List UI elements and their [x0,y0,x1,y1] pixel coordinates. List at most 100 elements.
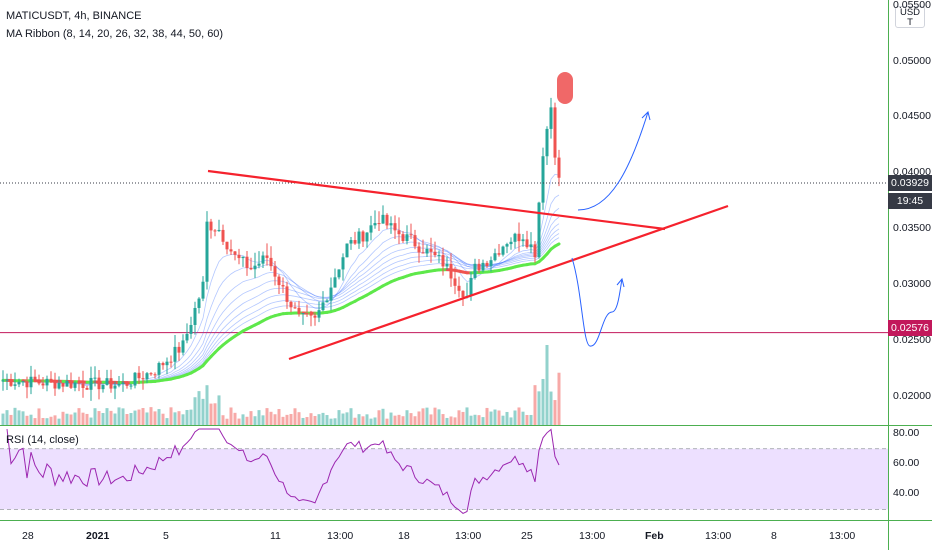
candle-body [538,203,541,258]
volume-bar [230,407,233,425]
candles [2,98,561,401]
candle-body [406,234,409,241]
volume-bar [258,410,261,425]
volume-bar [134,411,137,425]
volume-bar [238,419,241,425]
volume-bar [486,408,489,425]
candle-body [542,156,545,202]
candle-body [46,379,49,386]
time-axis-label: 8 [771,530,777,542]
rsi-axis-label: 40.00 [893,487,919,499]
volume-bar [514,410,517,425]
volume-bar [274,414,277,425]
volume-bar [474,415,477,425]
candle-body [122,382,125,384]
candle-body [334,277,337,287]
candle-body [378,223,381,224]
candle-body [278,277,281,285]
candle-body [402,234,405,241]
candle-body [98,378,101,390]
candle-body [442,255,445,266]
candle-body [114,386,117,389]
candle-body [58,383,61,389]
rsi-legend[interactable]: RSI (14, close) [6,434,79,446]
volume-bar [346,412,349,425]
volume-bar [118,407,121,425]
volume-bar [82,413,85,425]
candle-body [534,244,537,257]
candle-body [518,234,521,241]
volume-bar [194,397,197,425]
volume-bar [370,419,373,425]
candle-body [270,258,273,266]
price-axis-label: 0.05500 [893,0,931,11]
candle-body [222,230,225,242]
rsi-axis-label: 60.00 [893,457,919,469]
volume-bar [226,419,229,425]
volume-bar [262,415,265,425]
candle-body [226,242,229,250]
time-axis-label: 5 [163,530,169,542]
volume-bar [422,408,425,425]
candle-body [74,383,77,388]
rsi-band [0,449,888,510]
volume-bar [358,414,361,425]
volume-bar [342,414,345,425]
candle-body [26,381,29,387]
volume-bar [166,418,169,425]
volume-bar [522,412,525,425]
volume-bar [210,404,213,425]
volume-bar [542,379,545,425]
candle-body [502,247,505,255]
candle-body [218,230,221,231]
candle-body [30,377,33,388]
volume-bar [314,416,317,425]
candle-body [126,382,129,385]
candle-body [66,381,69,387]
candle-body [250,268,253,269]
ascending-trendline [289,206,728,359]
candle-body [266,255,269,257]
candle-body [522,239,525,241]
candle-body [306,313,309,314]
volume-bar [338,410,341,425]
volume-bar [294,408,297,425]
volume-bar [466,407,469,425]
candle-body [246,257,249,268]
volume-bar [302,418,305,425]
price-axis-label: 0.05000 [893,55,931,67]
candle-body [138,373,141,378]
candle-body [318,310,321,318]
candle-body [186,334,189,341]
volume-bar [482,417,485,425]
volume-bar [50,417,53,425]
candle-body [290,302,293,307]
candle-body [34,377,37,381]
volume-bar [122,408,125,425]
volume-bar [478,415,481,425]
volume-bar [206,385,209,425]
time-axis-label: Feb [645,530,664,542]
volume-bar [218,395,221,425]
volume-bar [290,414,293,425]
candle-body [398,230,401,234]
candle-body [474,264,477,278]
ma-ribbon-legend[interactable]: MA Ribbon (8, 14, 20, 26, 32, 38, 44, 50… [6,28,223,40]
volume-bar [162,414,165,425]
volume-bar [430,414,433,425]
volume-bar [250,411,253,425]
volume-bar [526,415,529,425]
candle-body [478,264,481,271]
volume-bar [74,413,77,425]
candle-body [206,222,209,282]
volume-bar [222,415,225,425]
time-axis-label: 25 [521,530,533,542]
price-axis-label: 0.02000 [893,390,931,402]
candle-body [150,373,153,374]
candle-body [302,313,305,314]
volume-bar [34,418,37,425]
candle-body [438,255,441,256]
candle-body [146,373,149,379]
